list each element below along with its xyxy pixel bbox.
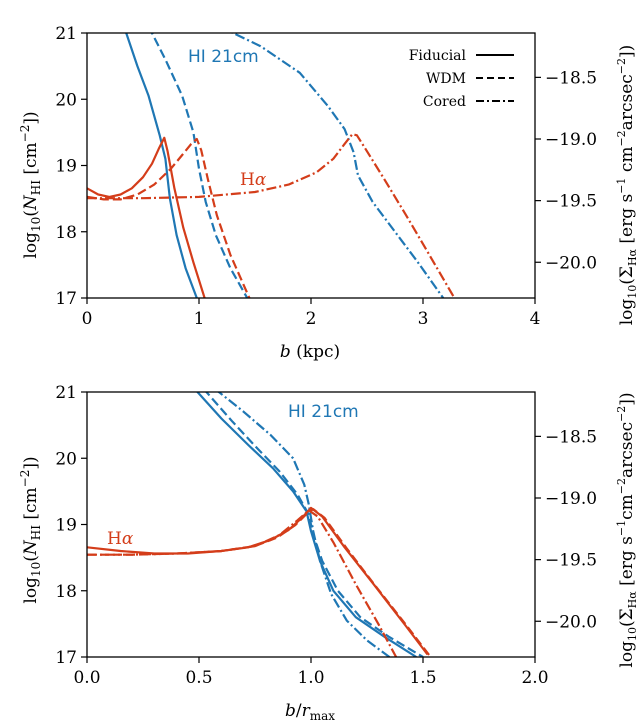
bottom-left-y-tick-label: 20 (55, 449, 77, 469)
bottom-left-y-axis-title: log10(NHI [cm−2]) (18, 456, 43, 603)
top-x-tick-label: 1 (194, 309, 205, 329)
top-halpha-annotation: Hα (240, 170, 267, 190)
top-series-group (87, 33, 456, 298)
top-left-y-tick-label: 21 (55, 24, 77, 44)
svg-text:b/rmax: b/rmax (285, 701, 335, 722)
top-panel: 0 1 2 3 4 17 18 19 20 21 −18.5 −19.0 −19.5 −20.0 (55, 24, 597, 329)
top-hi-annotation: HI 21cm (188, 47, 259, 67)
top-x-tick-label: 4 (530, 309, 541, 329)
svg-text:log10(NHI [cm−2]): log10(NHI [cm−2]) (18, 456, 43, 603)
bottom-right-y-tick-label: −18.5 (545, 427, 597, 447)
bottom-hi-annotation: HI 21cm (288, 402, 359, 422)
bottom-right-y-axis-title: log10(ΣHα [erg s−1cm−2arcsec−2]) (615, 392, 639, 667)
top-right-y-tick-label: −20.0 (545, 253, 597, 273)
bottom-x-tick-label: 1.5 (409, 668, 436, 688)
bottom-series-group (87, 392, 431, 657)
bottom-left-y-tick-label: 21 (55, 383, 77, 403)
top-right-y-tick-label: −19.5 (545, 192, 597, 212)
bottom-left-y-tick-label: 19 (55, 516, 77, 536)
top-hi-wdm-line (150, 33, 249, 298)
bottom-panel: 0.0 0.5 1.0 1.5 2.0 17 18 19 20 21 −18.5 −19.0 −19.5… (55, 383, 597, 688)
legend-label-fiducial: Fiducial (409, 48, 467, 64)
bottom-x-tick-label: 0.5 (185, 668, 212, 688)
bottom-right-y-tick-label: −19.0 (545, 489, 597, 509)
bottom-x-tick-label: 0.0 (73, 668, 100, 688)
bottom-x-axis-title: b/rmax (285, 701, 335, 722)
bottom-x-tick-label: 2.0 (521, 668, 548, 688)
top-x-tick-label: 3 (418, 309, 429, 329)
legend: Fiducial WDM Cored (409, 48, 514, 110)
legend-label-cored: Cored (423, 94, 466, 110)
svg-text:log10(ΣHα [erg s−1cm−2arcsec−2: log10(ΣHα [erg s−1cm−2arcsec−2]) (615, 392, 639, 667)
bottom-left-y-tick-label: 18 (55, 582, 77, 602)
bottom-halpha-annotation: Hα (107, 529, 134, 549)
legend-label-wdm: WDM (426, 71, 466, 87)
top-halpha-fiducial-line (87, 136, 206, 298)
top-halpha-cored-line (87, 133, 456, 298)
top-hi-cored-line (230, 33, 445, 298)
bottom-hi-cored-line (217, 392, 391, 657)
top-right-y-tick-label: −18.5 (545, 68, 597, 88)
bottom-halpha-cored-line (87, 509, 398, 657)
top-hi-fiducial-line (125, 33, 198, 298)
bottom-hi-fiducial-line (195, 392, 417, 657)
top-axes-frame (86, 32, 536, 299)
top-left-y-axis-title: log10(NHI [cm−2]) (18, 111, 43, 258)
svg-text:log10(NHI [cm−2]): log10(NHI [cm−2]) (18, 111, 43, 258)
top-left-y-tick-label: 18 (55, 223, 77, 243)
top-x-tick-label: 2 (306, 309, 317, 329)
bottom-hi-wdm-line (204, 392, 424, 657)
bottom-x-tick-label: 1.0 (297, 668, 324, 688)
top-left-y-tick-label: 17 (55, 289, 77, 309)
top-halpha-wdm-line (87, 137, 251, 298)
top-right-y-tick-label: −19.0 (545, 130, 597, 150)
svg-text:b (kpc): b (kpc) (280, 342, 340, 362)
top-left-y-tick-label: 19 (55, 157, 77, 177)
top-left-y-tick-label: 20 (55, 90, 77, 110)
svg-text:log10(ΣHα [erg s−1 cm−2arcsec−: log10(ΣHα [erg s−1 cm−2arcsec−2]) (615, 45, 639, 326)
bottom-right-y-tick-label: −20.0 (545, 612, 597, 632)
top-x-tick-label: 0 (82, 309, 93, 329)
top-x-axis-title: b (kpc) (280, 342, 340, 362)
bottom-right-y-tick-label: −19.5 (545, 551, 597, 571)
bottom-left-y-tick-label: 17 (55, 648, 77, 668)
top-right-y-axis-title: log10(ΣHα [erg s−1 cm−2arcsec−2]) (615, 45, 639, 326)
